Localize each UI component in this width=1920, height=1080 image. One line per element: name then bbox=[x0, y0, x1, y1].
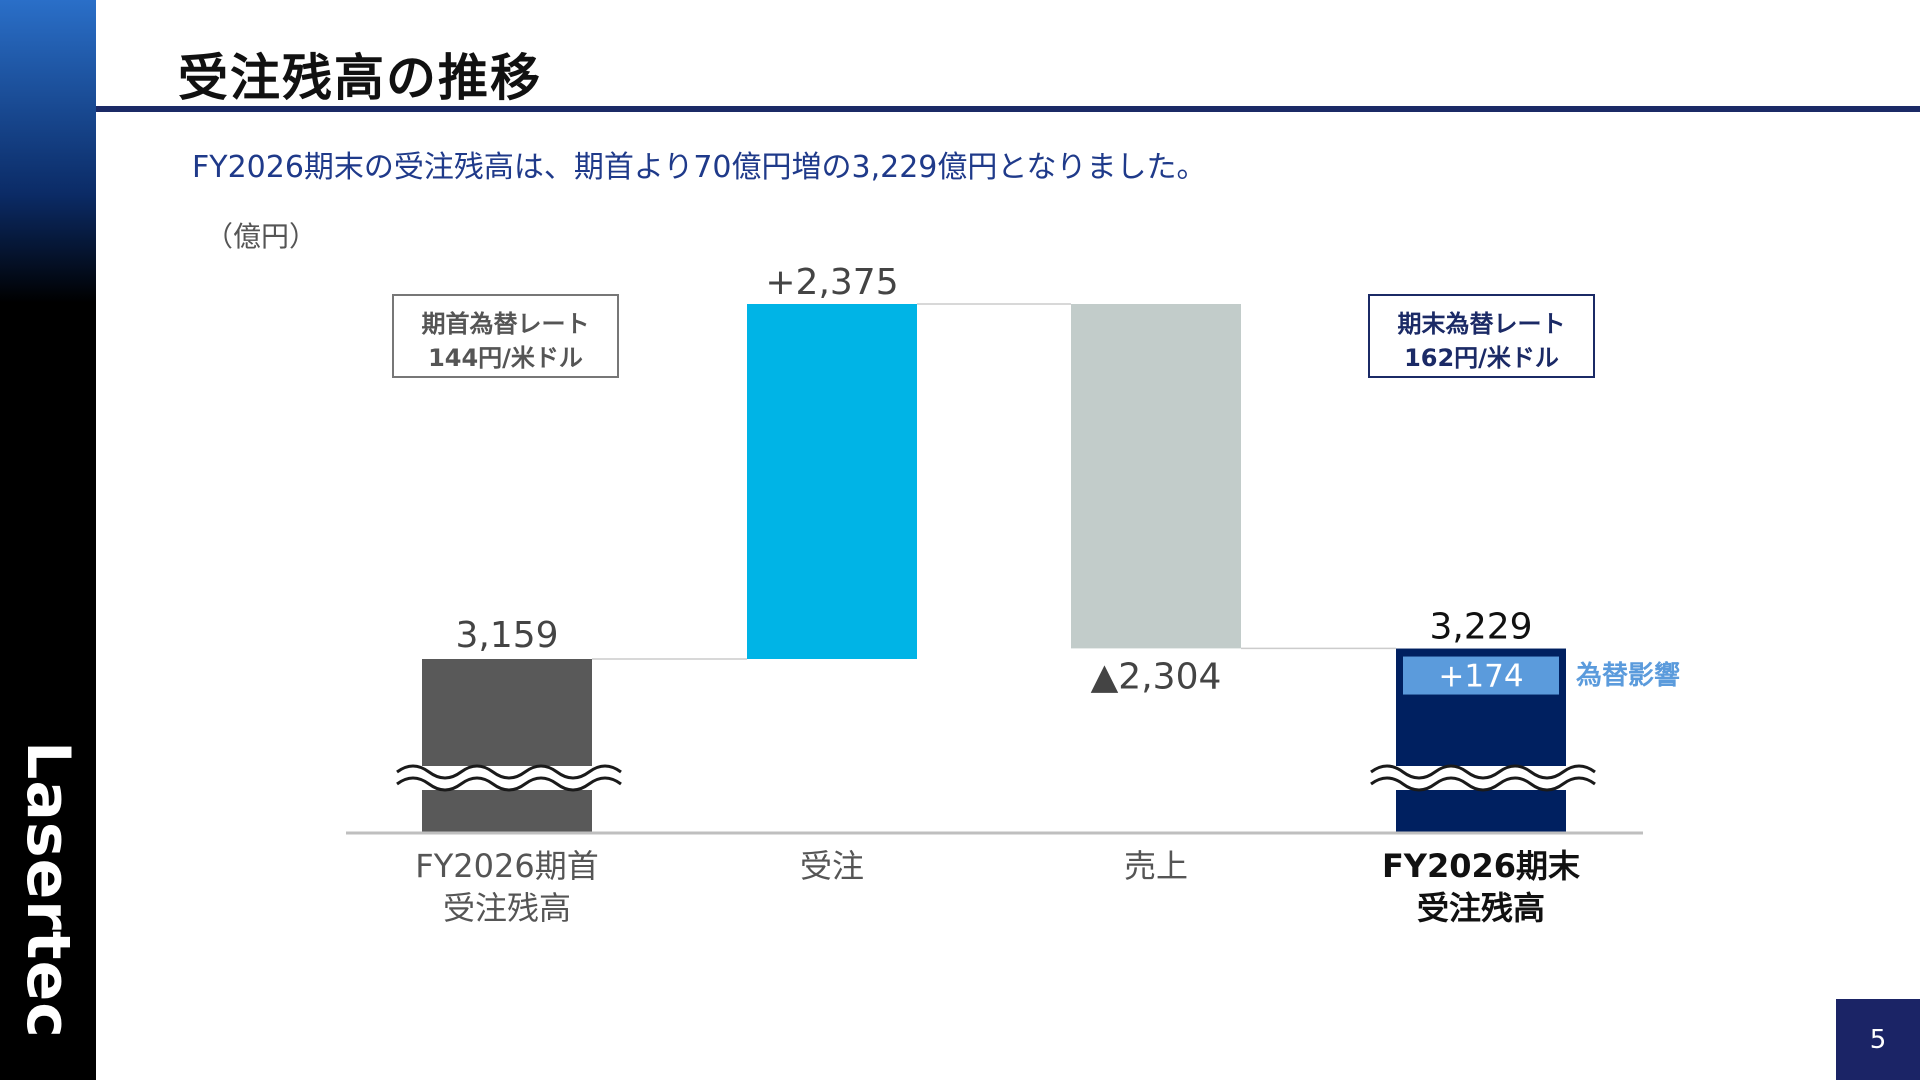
fx-impact-label: 為替影響 bbox=[1576, 661, 1681, 691]
fx-impact-bar bbox=[1403, 656, 1559, 695]
opening-fx-rate-note: 期首為替レート 144円/米ドル bbox=[392, 294, 619, 378]
axis-break-closing-top bbox=[1370, 764, 1596, 780]
closing-fx-rate-note: 期末為替レート 162円/米ドル bbox=[1368, 294, 1595, 378]
category-label-1: FY2026期首 受注残高 bbox=[367, 845, 647, 929]
bar-3 bbox=[1071, 304, 1241, 649]
closing-fx-rate-title: 期末為替レート bbox=[1397, 310, 1566, 338]
category-label-3: 売上 bbox=[1016, 845, 1296, 887]
page-title: 受注残高の推移 bbox=[178, 49, 542, 107]
category-label-4-line2: 受注残高 bbox=[1416, 889, 1545, 927]
fx-impact-value: +174 bbox=[1438, 659, 1523, 695]
category-label-4: FY2026期末 受注残高 bbox=[1341, 845, 1621, 929]
title-divider bbox=[96, 106, 1920, 112]
axis-break-opening-bottom bbox=[396, 776, 622, 792]
brand-sidebar: Lasertec bbox=[0, 0, 96, 1080]
value-label-3: ▲2,304 bbox=[1091, 656, 1222, 697]
value-label-1: 3,159 bbox=[455, 615, 558, 656]
page-subtitle: FY2026期末の受注残高は、期首より70億円増の3,229億円となりました。 bbox=[192, 150, 1207, 185]
closing-fx-rate-value: 162円/米ドル bbox=[1404, 344, 1559, 372]
category-label-1-line1: FY2026期首 bbox=[415, 847, 599, 885]
category-label-3-line1: 売上 bbox=[1123, 847, 1188, 885]
opening-fx-rate-title: 期首為替レート bbox=[421, 310, 590, 338]
bar-2 bbox=[747, 304, 917, 659]
page-number: 5 bbox=[1836, 999, 1920, 1080]
category-label-1-line2: 受注残高 bbox=[442, 889, 571, 927]
unit-label: （億円） bbox=[205, 220, 318, 253]
bar-1 bbox=[422, 659, 592, 833]
axis-break-closing-bottom bbox=[1370, 776, 1596, 792]
axis-break-opening-top bbox=[396, 764, 622, 780]
category-label-2-line1: 受注 bbox=[799, 847, 864, 885]
category-label-2: 受注 bbox=[692, 845, 972, 887]
value-label-2: +2,375 bbox=[765, 262, 898, 303]
category-label-4-line1: FY2026期末 bbox=[1381, 847, 1581, 885]
opening-fx-rate-value: 144円/米ドル bbox=[428, 344, 583, 372]
value-label-4: 3,229 bbox=[1429, 607, 1532, 648]
